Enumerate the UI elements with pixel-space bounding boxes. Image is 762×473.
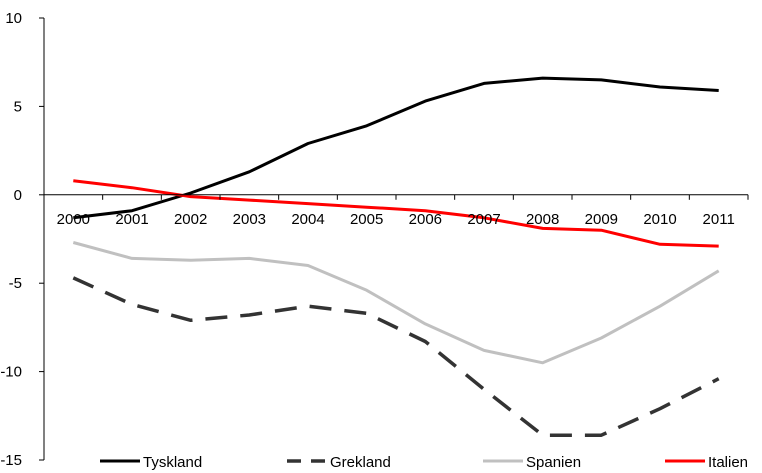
x-tick-label: 2011 [703, 211, 735, 228]
data-point [365, 124, 368, 127]
x-tick-label: 2000 [57, 211, 90, 228]
x-tick-label: 2006 [409, 211, 442, 228]
data-point [717, 377, 720, 380]
series-line-spanien [72, 241, 720, 365]
data-point [72, 241, 75, 244]
series-line-grekland [72, 276, 720, 437]
series-layer [72, 76, 720, 437]
legend: Tyskland Grekland Spanien Italien [100, 454, 748, 471]
data-point [72, 179, 75, 182]
data-point [483, 388, 486, 391]
data-point [131, 303, 134, 306]
data-point [600, 229, 603, 232]
data-point [483, 82, 486, 85]
x-tick-label: 2007 [467, 211, 500, 228]
data-point [189, 319, 192, 322]
legend-label-tyskland: Tyskland [143, 454, 202, 471]
data-point [189, 259, 192, 262]
data-point [307, 264, 310, 267]
data-point [131, 257, 134, 260]
y-tick-label: 5 [14, 98, 22, 115]
data-point [483, 349, 486, 352]
x-tick-label: 2004 [291, 211, 324, 228]
x-tick-label: 2005 [350, 211, 383, 228]
data-point [248, 314, 251, 317]
y-tick-label: -5 [9, 275, 22, 292]
axis-layer: -15 -10 -5 0 5 10 2000 2001 2002 2003 2004 2005 2006… [0, 10, 749, 469]
data-point [365, 312, 368, 315]
y-tick-label: -10 [0, 364, 22, 381]
data-point [600, 434, 603, 437]
legend-label-spanien: Spanien [526, 454, 581, 471]
data-point [189, 192, 192, 195]
y-tick-label: 10 [5, 10, 22, 27]
legend-label-italien: Italien [708, 454, 748, 471]
y-tick-label: -15 [0, 452, 22, 469]
data-point [659, 243, 662, 246]
data-point [717, 269, 720, 272]
data-point [248, 199, 251, 202]
data-point [424, 340, 427, 343]
data-point [659, 305, 662, 308]
data-point [307, 305, 310, 308]
data-point [72, 276, 75, 279]
x-tick-label: 2008 [526, 211, 559, 228]
x-tick-label: 2003 [233, 211, 266, 228]
data-point [307, 202, 310, 205]
data-point [424, 322, 427, 325]
data-point [248, 170, 251, 173]
x-tick-label: 2001 [115, 211, 148, 228]
legend-label-grekland: Grekland [330, 454, 391, 471]
x-tick-label: 2010 [643, 211, 676, 228]
data-point [424, 100, 427, 103]
data-point [541, 434, 544, 437]
data-point [717, 245, 720, 248]
data-point [307, 142, 310, 145]
data-point [659, 407, 662, 410]
data-point [600, 337, 603, 340]
data-point [541, 361, 544, 364]
data-point [189, 195, 192, 198]
data-point [600, 78, 603, 81]
x-tick-label: 2009 [585, 211, 618, 228]
data-point [659, 85, 662, 88]
series-line-italien [73, 179, 719, 248]
data-point [248, 257, 251, 260]
data-point [541, 77, 544, 80]
x-tick-label: 2002 [174, 211, 207, 228]
data-point [365, 289, 368, 292]
data-point [717, 89, 720, 92]
data-point [131, 186, 134, 189]
data-point [365, 206, 368, 209]
y-tick-label: 0 [14, 187, 22, 204]
